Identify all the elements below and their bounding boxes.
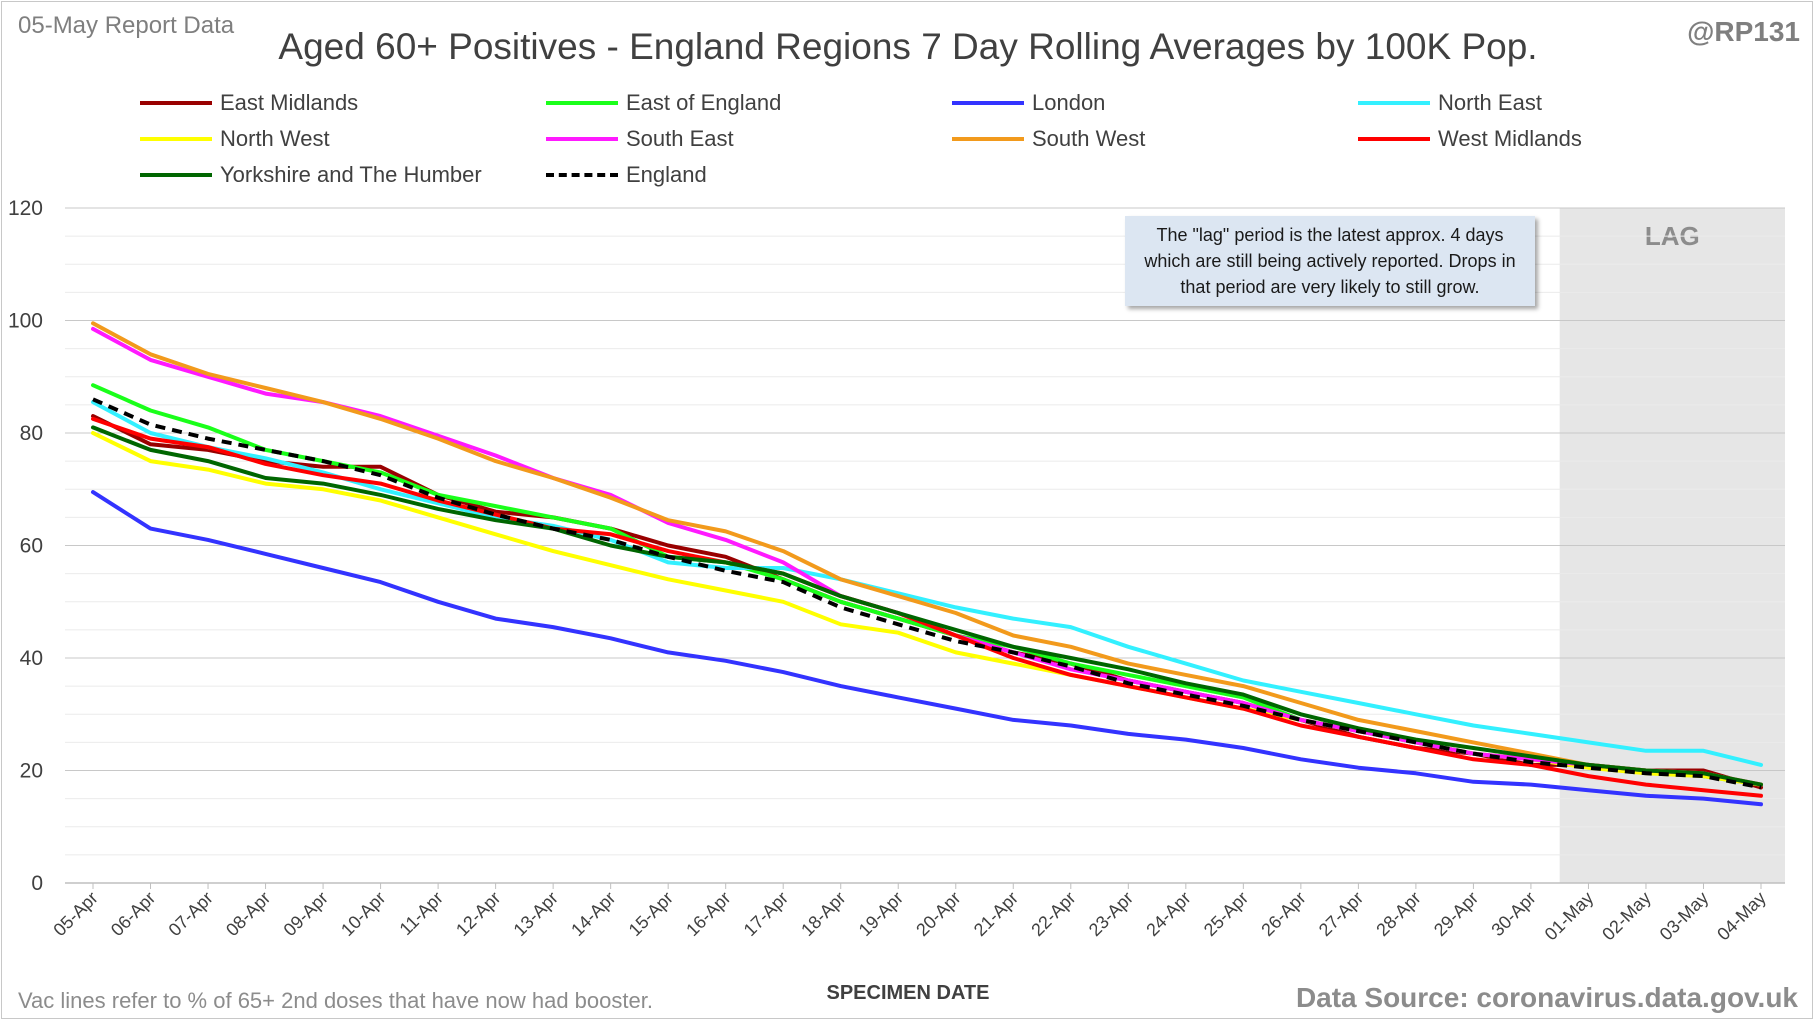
legend-item-yorkshire-and-the-humber: Yorkshire and The Humber bbox=[140, 162, 482, 188]
x-tick-label: 09-Apr bbox=[280, 888, 332, 940]
legend-swatch bbox=[1358, 101, 1430, 105]
legend-item-london: London bbox=[952, 90, 1105, 116]
series-line-west-midlands bbox=[91, 416, 1763, 798]
y-tick-label: 0 bbox=[31, 872, 43, 895]
x-tick-label: 25-Apr bbox=[1200, 888, 1252, 940]
x-tick-label: 28-Apr bbox=[1372, 888, 1424, 940]
x-tick-label: 05-Apr bbox=[49, 888, 101, 940]
x-tick-label: 13-Apr bbox=[510, 888, 562, 940]
series-line-south-east bbox=[91, 326, 1763, 787]
legend-swatch bbox=[952, 137, 1024, 141]
legend-label: East Midlands bbox=[220, 90, 359, 115]
legend-swatch bbox=[952, 101, 1024, 105]
legend-label: South East bbox=[626, 126, 734, 151]
legend-label: West Midlands bbox=[1438, 126, 1582, 151]
y-tick-label: 120 bbox=[8, 197, 43, 220]
y-tick-label: 60 bbox=[20, 535, 43, 558]
chart-title: Aged 60+ Positives - England Regions 7 D… bbox=[278, 26, 1538, 67]
x-tick-label: 30-Apr bbox=[1487, 888, 1539, 940]
x-tick-label: 03-May bbox=[1656, 888, 1713, 945]
y-tick-label: 80 bbox=[20, 422, 43, 445]
series-line-south-west bbox=[91, 321, 1763, 787]
legend-item-north-east: North East bbox=[1358, 90, 1542, 116]
x-tick-label: 23-Apr bbox=[1085, 888, 1137, 940]
x-tick-label: 17-Apr bbox=[740, 888, 792, 940]
x-tick-label: 29-Apr bbox=[1430, 888, 1482, 940]
x-tick-label: 08-Apr bbox=[222, 888, 274, 940]
x-axis-label: SPECIMEN DATE bbox=[826, 982, 990, 1004]
author-handle: @RP131 bbox=[1687, 16, 1800, 47]
legend-item-east-midlands: East Midlands bbox=[140, 90, 358, 116]
x-tick-label: 07-Apr bbox=[165, 888, 217, 940]
legend-label: Yorkshire and The Humber bbox=[220, 162, 482, 187]
series-line-north-east bbox=[91, 400, 1763, 767]
x-tick-label: 18-Apr bbox=[797, 888, 849, 940]
series-line-yorkshire-and-the-humber bbox=[91, 425, 1763, 787]
x-tick-label: 01-May bbox=[1541, 888, 1598, 945]
x-tick-label: 15-Apr bbox=[625, 888, 677, 940]
x-tick-label: 26-Apr bbox=[1257, 888, 1309, 940]
x-tick-label: 16-Apr bbox=[682, 888, 734, 940]
x-tick-label: 19-Apr bbox=[855, 888, 907, 940]
legend-label: North West bbox=[220, 126, 330, 151]
x-tick-label: 22-Apr bbox=[1027, 888, 1079, 940]
legend-swatch bbox=[546, 101, 618, 105]
x-tick-label: 12-Apr bbox=[452, 888, 504, 940]
legend-swatch bbox=[546, 173, 618, 177]
legend-item-north-west: North West bbox=[140, 126, 330, 152]
legend-label: London bbox=[1032, 90, 1106, 115]
legend-label: England bbox=[626, 162, 707, 187]
legend-item-england: England bbox=[546, 162, 707, 188]
legend-swatch bbox=[546, 137, 618, 141]
legend-swatch bbox=[140, 173, 212, 177]
legend-label: East of England bbox=[626, 90, 782, 115]
lag-note: The "lag" period is the latest approx. 4… bbox=[1125, 216, 1535, 306]
legend-label: North East bbox=[1438, 90, 1542, 115]
y-tick-label: 40 bbox=[20, 647, 43, 670]
y-tick-label: 20 bbox=[20, 760, 43, 783]
legend: East Midlands East of England London North … bbox=[140, 90, 1760, 200]
vac-note: Vac lines refer to % of 65+ 2nd doses th… bbox=[18, 988, 653, 1013]
x-tick-label: 14-Apr bbox=[567, 888, 619, 940]
data-source: Data Source: coronavirus.data.gov.uk bbox=[1295, 982, 1798, 1013]
legend-item-west-midlands: West Midlands bbox=[1358, 126, 1582, 152]
legend-item-east-of-england: East of England bbox=[546, 90, 781, 116]
y-tick-label: 100 bbox=[8, 310, 43, 333]
x-tick-label: 24-Apr bbox=[1142, 888, 1194, 940]
x-tick-label: 11-Apr bbox=[396, 888, 447, 939]
x-tick-label: 10-Apr bbox=[337, 888, 389, 940]
legend-item-south-east: South East bbox=[546, 126, 734, 152]
series-line-london bbox=[91, 490, 1763, 807]
x-tick-label: 21-Apr bbox=[970, 888, 1022, 940]
legend-swatch bbox=[140, 137, 212, 141]
legend-swatch bbox=[1358, 137, 1430, 141]
legend-item-south-west: South West bbox=[952, 126, 1145, 152]
x-tick-label: 20-Apr bbox=[912, 888, 964, 940]
report-date-label: 05-May Report Data bbox=[18, 12, 235, 39]
x-tick-label: 04-May bbox=[1713, 888, 1770, 945]
legend-swatch bbox=[140, 101, 212, 105]
legend-label: South West bbox=[1032, 126, 1146, 151]
series-line-england bbox=[92, 397, 1762, 790]
x-tick-label: 06-Apr bbox=[107, 888, 159, 940]
series-line-east-of-england bbox=[91, 383, 1763, 787]
x-tick-label: 27-Apr bbox=[1315, 888, 1367, 940]
x-tick-label: 02-May bbox=[1598, 888, 1655, 945]
